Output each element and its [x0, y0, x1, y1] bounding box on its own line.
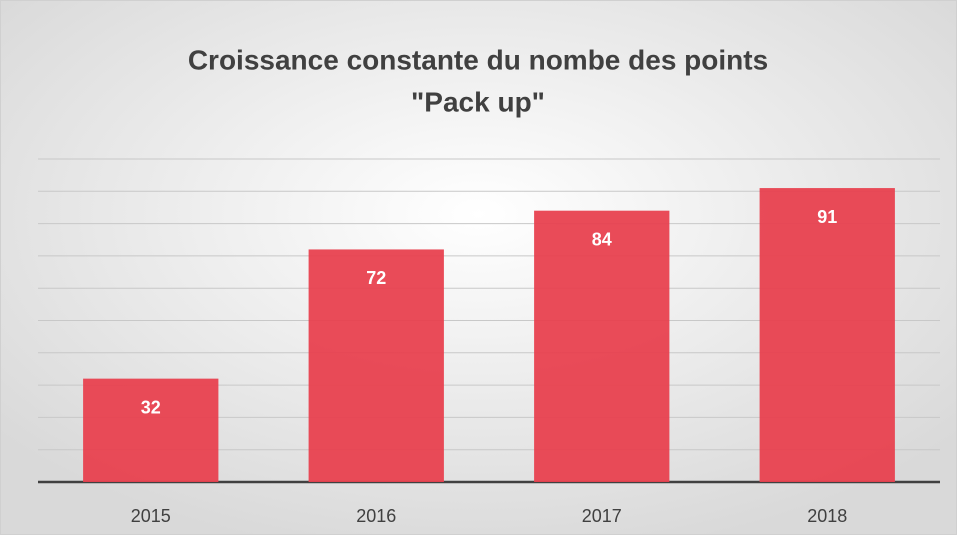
chart-title: Croissance constante du nombe des points: [188, 44, 768, 75]
data-label: 32: [141, 397, 161, 417]
bar: [534, 210, 670, 482]
bar: [308, 249, 444, 482]
data-label: 84: [592, 229, 612, 249]
bar: [759, 188, 895, 482]
data-label: 91: [817, 207, 837, 227]
x-tick-label: 2018: [807, 506, 847, 526]
chart-title: "Pack up": [411, 86, 545, 117]
data-label: 72: [366, 268, 386, 288]
x-tick-label: 2016: [356, 506, 396, 526]
x-tick-label: 2015: [131, 506, 171, 526]
x-tick-label: 2017: [582, 506, 622, 526]
bar: [83, 378, 219, 482]
